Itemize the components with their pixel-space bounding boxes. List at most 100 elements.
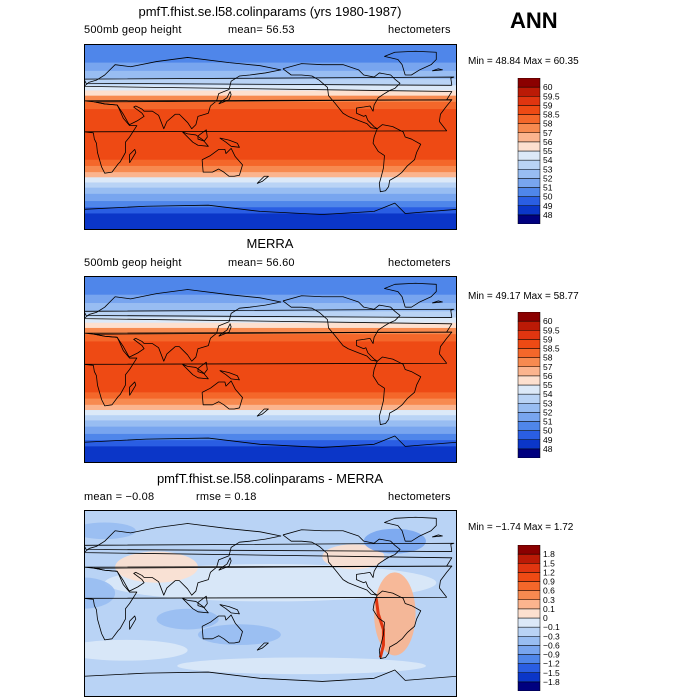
coastline (218, 91, 232, 105)
colorbar-label: −0.6 (543, 640, 560, 650)
coastline (84, 99, 453, 174)
colorbar-swatch (517, 214, 541, 224)
panel-3-title: pmfT.fhist.se.l58.colinparams - MERRA (156, 471, 384, 486)
coastline (282, 63, 401, 130)
colorbar-swatch (517, 430, 541, 440)
colorbar-label: −0.1 (543, 622, 560, 632)
colorbar-swatch (517, 617, 541, 628)
coastline (432, 68, 443, 72)
colorbar-label: 48 (543, 444, 553, 454)
panel-1-units-label: hectometers (388, 24, 451, 36)
coastline (372, 124, 422, 193)
colorbar-label: 58.5 (543, 344, 560, 354)
height-band (84, 70, 457, 80)
colorbar-label: 59 (543, 100, 553, 110)
panel-2-units-label: hectometers (388, 257, 451, 269)
colorbar-swatch (517, 169, 541, 179)
colorbar-swatch (517, 105, 541, 115)
colorbar-label: −1.2 (543, 659, 560, 669)
height-band (84, 415, 457, 422)
height-band (84, 398, 457, 406)
colorbar-swatch (517, 590, 541, 600)
colorbar-label: 0.1 (543, 604, 555, 614)
panel-3-min-max: Min = −1.74 Max = 1.72 (468, 522, 574, 533)
height-band (84, 303, 457, 312)
colorbar-swatch (517, 599, 541, 610)
height-band (84, 109, 457, 161)
height-band (84, 90, 457, 97)
coastline (201, 380, 243, 410)
height-band (84, 159, 457, 167)
colorbar-swatch (517, 187, 541, 197)
height-band (84, 101, 457, 110)
height-band (84, 62, 457, 72)
coastline (84, 542, 455, 552)
height-band (84, 182, 457, 189)
colorbar-swatch (517, 178, 541, 188)
colorbar-swatch (517, 339, 541, 349)
colorbar-label: 51 (543, 417, 553, 427)
colorbar-label: 59 (543, 334, 553, 344)
panel-1-mean-label: mean= 56.53 (228, 24, 295, 36)
map-frame (84, 276, 457, 463)
colorbar-swatch (517, 553, 541, 564)
coastline (219, 137, 240, 148)
coastline (84, 57, 453, 130)
colorbar-swatch (517, 114, 541, 124)
colorbar-label: 56 (543, 371, 553, 381)
coastline (197, 129, 208, 142)
colorbar-label: 58 (543, 119, 553, 129)
height-band (84, 79, 457, 86)
coastline (256, 175, 269, 184)
colorbar-label: 1.5 (543, 558, 555, 568)
colorbar-swatch (517, 412, 541, 422)
colorbar-label: 49 (543, 435, 553, 445)
season-label: ANN (510, 8, 558, 33)
height-band (84, 165, 457, 173)
panel-3-colorbar: −1.8−1.5−1.2−0.9−0.6−0.3−0.100.10.30.60.… (517, 545, 560, 691)
colorbar-label: 57 (543, 362, 553, 372)
colorbar-label: 58.5 (543, 110, 560, 120)
panel-2-title: MERRA (246, 236, 294, 251)
colorbar-swatch (517, 320, 541, 331)
coastline (372, 590, 422, 659)
coastline (219, 370, 240, 381)
panel-1-min-max: Min = 48.84 Max = 60.35 (468, 56, 579, 67)
colorbar-label: 1.2 (543, 567, 555, 577)
coastline (84, 202, 457, 215)
colorbar-swatch (517, 141, 541, 152)
panel-2-mean-label: mean= 56.60 (228, 257, 295, 269)
height-band (84, 311, 457, 319)
colorbar-swatch (517, 581, 541, 591)
colorbar-swatch (517, 78, 541, 88)
colorbar-swatch (517, 545, 541, 555)
coastline (84, 565, 453, 641)
colorbar-swatch (517, 357, 541, 367)
panel-3-units-label: hectometers (388, 491, 451, 503)
colorbar-swatch (517, 330, 541, 340)
difference-anomaly (197, 624, 281, 646)
height-band (84, 404, 457, 411)
colorbar-label: 53 (543, 164, 553, 174)
coastlines (84, 50, 457, 215)
colorbar-label: 56 (543, 137, 553, 147)
coastline (182, 597, 209, 614)
colorbar-label: 52 (543, 407, 553, 417)
colorbar-swatch (517, 636, 541, 646)
colorbar-label: 52 (543, 173, 553, 183)
coastline (84, 308, 455, 318)
colorbar-label: 53 (543, 398, 553, 408)
difference-anomaly (363, 528, 426, 554)
height-band (84, 341, 457, 393)
height-band (84, 95, 457, 103)
colorbar-swatch (517, 375, 541, 386)
coastline (84, 669, 457, 682)
panel-2-map (84, 276, 457, 463)
coastline (84, 435, 457, 448)
panel-2-left-label: 500mb geop height (84, 257, 182, 269)
colorbar-label: 50 (543, 192, 553, 202)
colorbar-label: 0.3 (543, 595, 555, 605)
coastline (256, 642, 269, 651)
coastline (218, 323, 232, 337)
colorbar-swatch (517, 384, 541, 395)
